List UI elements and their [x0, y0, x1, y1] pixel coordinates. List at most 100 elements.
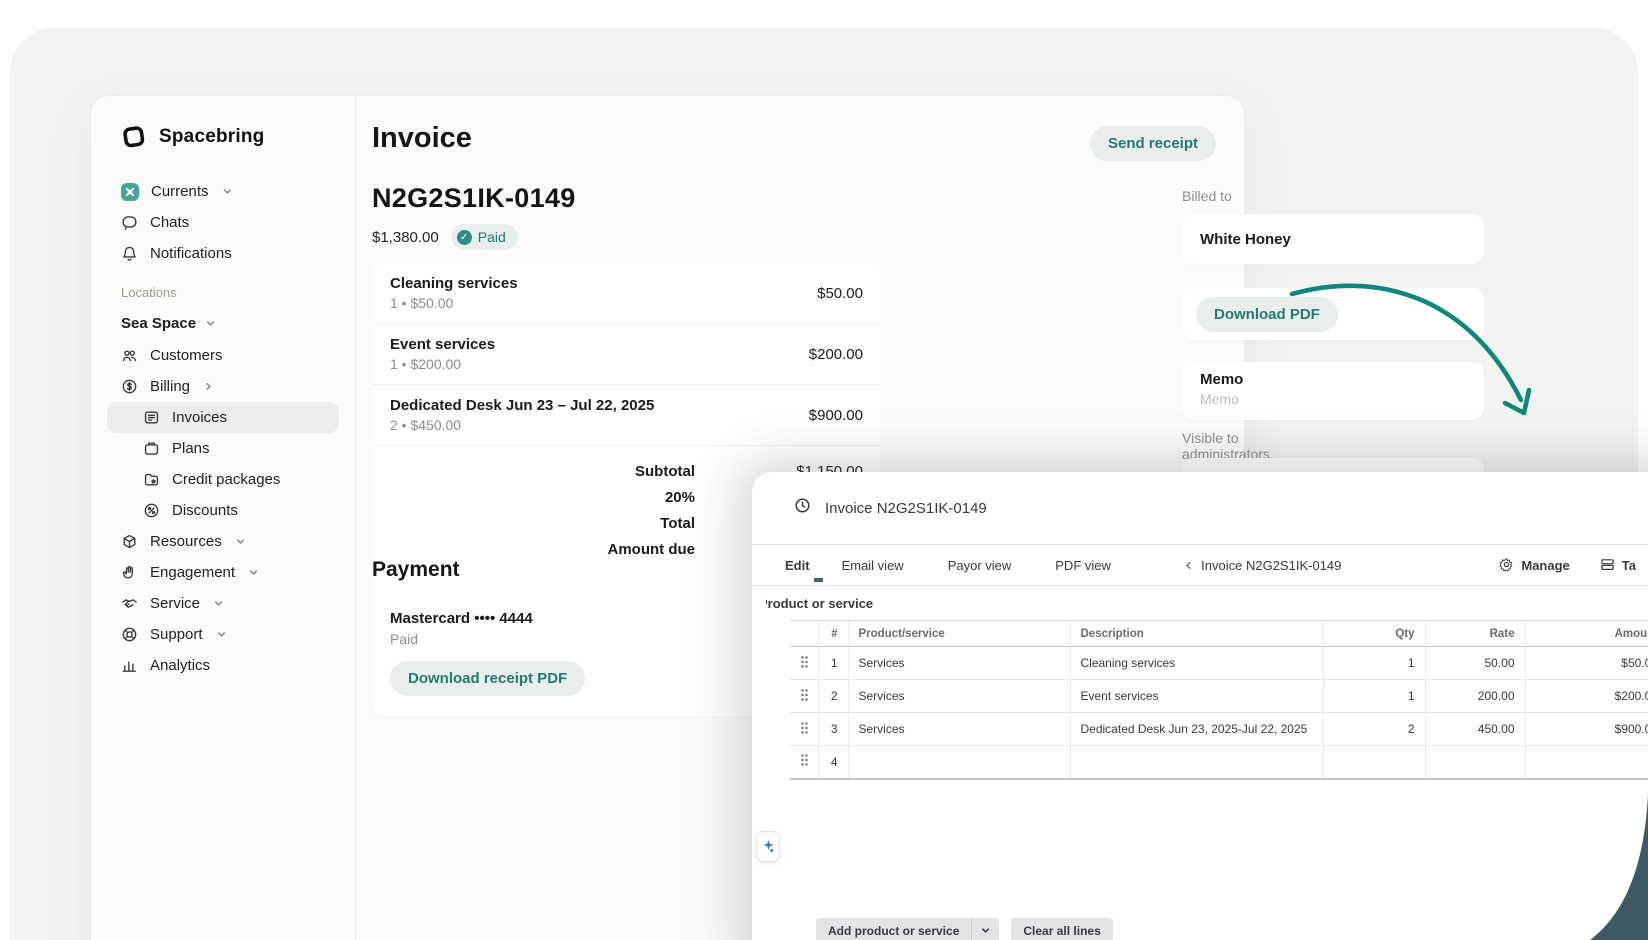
sidebar-item-chats[interactable]: Chats [107, 207, 339, 238]
cell-qty[interactable]: 1 [1322, 679, 1425, 713]
history-clock-icon[interactable] [794, 497, 811, 519]
product-or-service-heading: Product or service [766, 596, 874, 611]
plans-icon [143, 440, 160, 457]
tab-edit[interactable]: Edit [785, 557, 810, 573]
drag-handle-icon[interactable] [790, 646, 818, 680]
send-receipt-button[interactable]: Send receipt [1089, 126, 1216, 161]
sidebar-item-currents[interactable]: Currents [107, 176, 339, 207]
clear-all-lines-button[interactable]: Clear all lines [1011, 918, 1113, 940]
invoices-icon [143, 409, 160, 426]
add-product-button[interactable]: Add product or service [816, 918, 1000, 940]
sidebar-item-service[interactable]: Service [107, 588, 339, 619]
cell-rate[interactable] [1424, 745, 1525, 780]
discounts-icon [143, 502, 160, 519]
col-product: Product/service [847, 620, 1070, 647]
sidebar-item-support[interactable]: Support [107, 619, 339, 650]
cell-num: 4 [817, 745, 848, 780]
table-row[interactable]: 4 [790, 745, 1648, 780]
table-row[interactable]: 1 Services Cleaning services 1 50.00 $50… [790, 646, 1648, 680]
sidebar-item-plans[interactable]: Plans [107, 433, 339, 464]
cell-amount [1524, 745, 1648, 780]
brand-logo-row[interactable]: Spacebring [107, 124, 339, 150]
cell-description[interactable]: Dedicated Desk Jun 23, 2025-Jul 22, 2025 [1069, 712, 1323, 746]
sidebar-item-label: Billing [150, 378, 191, 395]
cell-qty[interactable]: 2 [1322, 712, 1425, 746]
sidebar-item-billing[interactable]: Billing [107, 371, 339, 402]
billed-to-card[interactable]: White Honey [1182, 214, 1484, 264]
drag-handle-icon[interactable] [790, 712, 818, 746]
cell-description[interactable]: Cleaning services [1069, 646, 1323, 680]
sidebar-item-notifications[interactable]: Notifications [107, 238, 339, 269]
line-item-detail: 1 • $200.00 [390, 356, 462, 372]
location-switcher[interactable]: Sea Space [107, 308, 339, 338]
line-item-amount: $900.00 [808, 406, 863, 424]
cell-qty[interactable]: 1 [1322, 646, 1425, 680]
line-item-amount: $200.00 [808, 345, 863, 363]
cell-rate[interactable]: 50.00 [1424, 646, 1525, 680]
credit-packages-icon [143, 471, 160, 488]
line-item-name: Event services [390, 336, 496, 353]
line-item-detail: 1 • $50.00 [390, 295, 454, 311]
cell-description[interactable] [1069, 745, 1323, 780]
currents-icon [121, 182, 139, 201]
tab-email-view[interactable]: Email view [841, 557, 904, 573]
chevron-left-icon[interactable] [1184, 558, 1193, 573]
status-badge-label: Paid [477, 229, 506, 245]
brand-name: Spacebring [159, 126, 265, 147]
page-title: Invoice [372, 122, 472, 154]
sidebar-item-discounts[interactable]: Discounts [107, 495, 339, 526]
breadcrumb[interactable]: Invoice N2G2S1IK-0149 [1201, 558, 1342, 573]
sidebar-item-invoices[interactable]: Invoices [107, 402, 339, 433]
cell-rate[interactable]: 450.00 [1424, 712, 1525, 746]
manage-label: Manage [1521, 558, 1570, 573]
sidebar-item-analytics[interactable]: Analytics [107, 650, 339, 681]
tab-payor-view[interactable]: Payor view [947, 557, 1012, 573]
cell-description[interactable]: Event services [1069, 679, 1323, 713]
editor-body: Product or service # Product/service Des… [752, 586, 1648, 940]
cell-rate[interactable]: 200.00 [1424, 679, 1525, 713]
download-pdf-button[interactable]: Download PDF [1196, 296, 1338, 332]
sidebar-item-label: Support [150, 626, 203, 643]
sidebar-item-customers[interactable]: Customers [107, 340, 339, 371]
corner-decoration [1590, 795, 1648, 940]
sidebar-item-label: Currents [151, 183, 209, 200]
line-item-detail: 2 • $450.00 [390, 417, 462, 433]
cell-product[interactable] [847, 745, 1070, 780]
sidebar-item-resources[interactable]: Resources [107, 526, 339, 557]
cell-product[interactable]: Services [847, 646, 1070, 680]
drag-handle-icon[interactable] [790, 679, 818, 713]
drag-handle-icon[interactable] [790, 745, 818, 780]
sidebar-item-label: Invoices [172, 409, 228, 426]
col-amount: Amount [1524, 620, 1648, 647]
memo-card[interactable]: Memo Memo [1182, 362, 1484, 420]
gear-icon [1499, 557, 1514, 575]
analytics-icon [121, 657, 138, 674]
sidebar-item-engagement[interactable]: Engagement [107, 557, 339, 588]
table-row[interactable]: 2 Services Event services 1 200.00 $200.… [790, 679, 1648, 713]
chat-icon [121, 214, 138, 231]
sidebar-item-label: Customers [150, 347, 223, 364]
cell-product[interactable]: Services [847, 712, 1070, 746]
cell-product[interactable]: Services [847, 679, 1070, 713]
sidebar-item-label: Discounts [172, 502, 238, 519]
add-product-label: Add product or service [828, 923, 960, 938]
total-label: Amount due [607, 540, 696, 558]
line-item-row: Cleaning services 1 • $50.00 $50.00 [372, 263, 881, 324]
chevron-right-icon [204, 382, 213, 391]
cell-amount: $200.00 [1524, 679, 1648, 713]
col-rate: Rate [1424, 620, 1525, 647]
manage-button[interactable]: Manage [1499, 557, 1570, 575]
table-row[interactable]: 3 Services Dedicated Desk Jun 23, 2025-J… [790, 712, 1648, 746]
cell-qty[interactable] [1322, 745, 1425, 780]
sidebar-item-credit-packages[interactable]: Credit packages [107, 464, 339, 495]
download-receipt-button[interactable]: Download receipt PDF [390, 661, 586, 696]
take-payment-button[interactable]: Ta [1600, 557, 1636, 575]
chevron-down-icon[interactable] [971, 918, 999, 940]
sidebar-item-label: Service [150, 595, 201, 612]
tab-pdf-view[interactable]: PDF view [1055, 557, 1111, 573]
payment-section-heading: Payment [372, 558, 460, 581]
total-label: 20% [664, 488, 695, 506]
cell-num: 3 [817, 712, 848, 746]
assistant-widget-tab[interactable] [756, 831, 780, 862]
editor-titlebar: Invoice N2G2S1IK-0149 [752, 472, 1648, 545]
